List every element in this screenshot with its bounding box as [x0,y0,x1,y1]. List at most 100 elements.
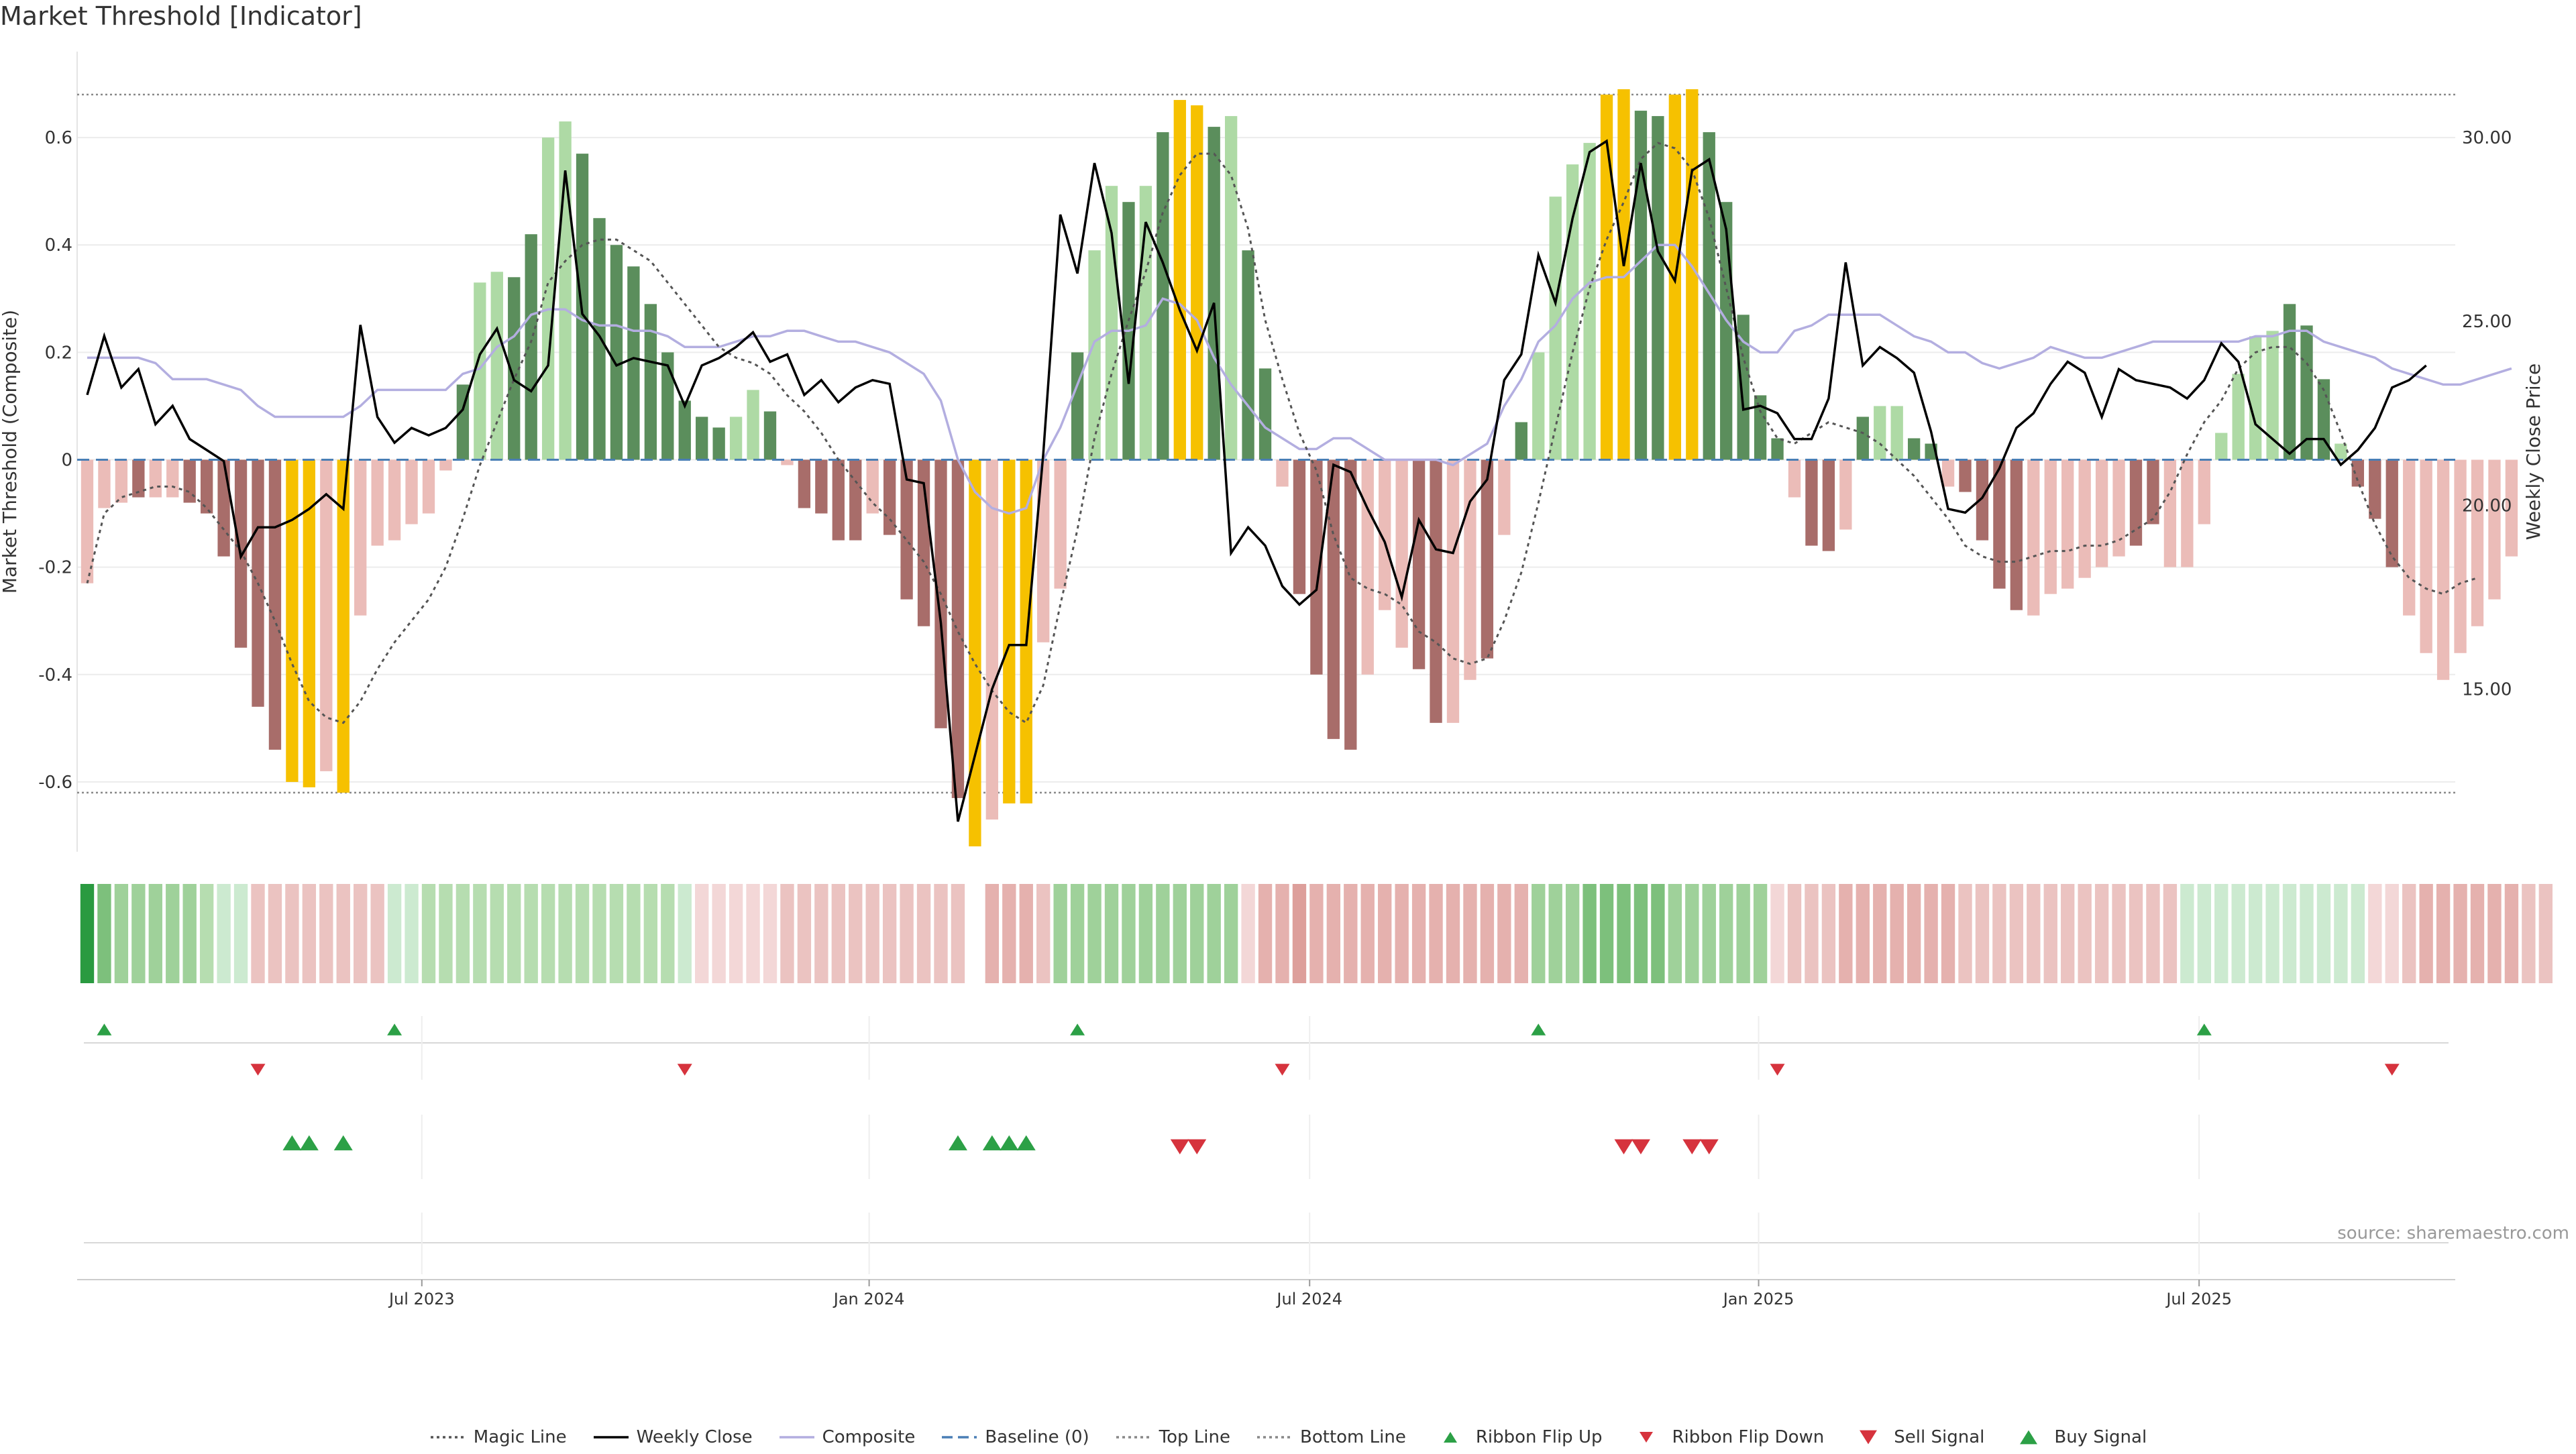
composite-bar [883,459,896,535]
ribbon-cell [2248,884,2263,983]
ribbon-cell [1258,884,1273,983]
composite-bar [2232,374,2245,460]
y2-tick-label: 30.00 [2462,128,2512,148]
x-tick-label: Jul 2023 [388,1290,455,1308]
composite-bar [1481,459,1494,659]
ribbon-cell [524,884,538,983]
legend-swatch-icon [1640,1432,1654,1443]
sell-signal-marker [1170,1139,1189,1155]
series-lines [77,139,2512,822]
composite-bar [422,459,435,514]
composite-bar [1276,459,1289,487]
ribbon-cell [1207,884,1221,983]
composite-bar [2129,459,2143,546]
composite-bar [1361,459,1374,675]
ribbon-cell [695,884,709,983]
ribbon-cell [370,884,384,983]
composite-bar [1379,459,1391,610]
legend-label: Sell Signal [1894,1427,1985,1447]
ribbon-cell [2112,884,2126,983]
ribbon-cell [1719,884,1733,983]
ribbon-flip-down-marker [1275,1064,1290,1076]
buy-signal-marker [982,1135,1002,1151]
ribbon-cell [609,884,624,983]
composite-bar [1549,197,1562,460]
source-credit: source: sharemaestro.com [2337,1223,2569,1243]
composite-bar [2010,459,2023,610]
legend-swatch-icon [430,1436,466,1439]
composite-bar [781,459,794,465]
ribbon-cell [199,884,214,983]
legend-label: Bottom Line [1300,1427,1406,1447]
composite-bar [2420,459,2432,653]
ribbon-cell [387,884,402,983]
ribbon-cell [1411,884,1426,983]
ribbon-cell [1651,884,1665,983]
ribbon-cell [1224,884,1238,983]
ribbon-cell [1446,884,1460,983]
ribbon-cell [354,884,368,983]
composite-bar [1874,406,1886,460]
ribbon-cell [2265,884,2279,983]
ribbon-cell [1668,884,1682,983]
composite-bar [337,459,350,793]
ribbon-cell [148,884,162,983]
ribbon-cell [182,884,197,983]
composite-bar [1822,459,1835,551]
ribbon-cell [729,884,743,983]
ribbon-cell [746,884,760,983]
ribbon-cell [865,884,879,983]
composite-bar [1771,438,1784,460]
ribbon-cell [558,884,572,983]
ribbon-cell [592,884,606,983]
ribbon-cell [455,884,470,983]
ribbon-cell [1122,884,1136,983]
composite-bar [1532,352,1545,460]
ribbon-cell [1497,884,1511,983]
ribbon-cell [1087,884,1102,983]
legend-item: Magic Line [429,1427,567,1447]
ribbon-cell [507,884,521,983]
composite-bar [866,459,879,514]
composite-bar [2454,459,2467,653]
legend-item: Baseline (0) [941,1427,1089,1447]
legend-item: Weekly Close [592,1427,753,1447]
weekly-close-line [86,139,2427,822]
composite-bar [2095,459,2108,567]
ribbon-cell [1907,884,1921,983]
composite-bar [1890,406,1903,460]
ribbon-cell [1070,884,1085,983]
legend-item: Top Line [1115,1427,1230,1447]
ribbon-cell [2487,884,2502,983]
ribbon-cell [421,884,436,983]
composite-bar [2436,459,2450,680]
ribbon-cell [2078,884,2092,983]
composite-bar [132,459,145,498]
ribbon-cell [2402,884,2416,983]
composite-bar [1430,459,1442,723]
composite-bar [1344,459,1357,750]
ribbon-cell [661,884,675,983]
composite-bars [80,89,2518,846]
composite-bar [763,411,777,460]
composite-bar [1293,459,1306,594]
buy-signal-marker [282,1135,302,1151]
legend-label: Magic Line [473,1427,567,1447]
ribbon-cell [2351,884,2365,983]
composite-bar [2044,459,2057,594]
composite-bar [1788,459,1801,498]
composite-bar [1054,459,1067,589]
x-tick-label: Jul 2024 [1275,1290,1342,1308]
composite-bar [541,137,555,460]
legend-label: Composite [822,1427,916,1447]
composite-bar [1686,89,1699,460]
composite-bar [98,459,111,508]
ribbon-cell [97,884,111,983]
legend-label: Ribbon Flip Up [1475,1427,1603,1447]
ribbon-cell [405,884,419,983]
ribbon-cell [1241,884,1255,983]
composite-bar [712,427,725,460]
composite-bar [985,459,999,820]
ribbon-cell [2316,884,2331,983]
composite-bar [320,459,333,771]
